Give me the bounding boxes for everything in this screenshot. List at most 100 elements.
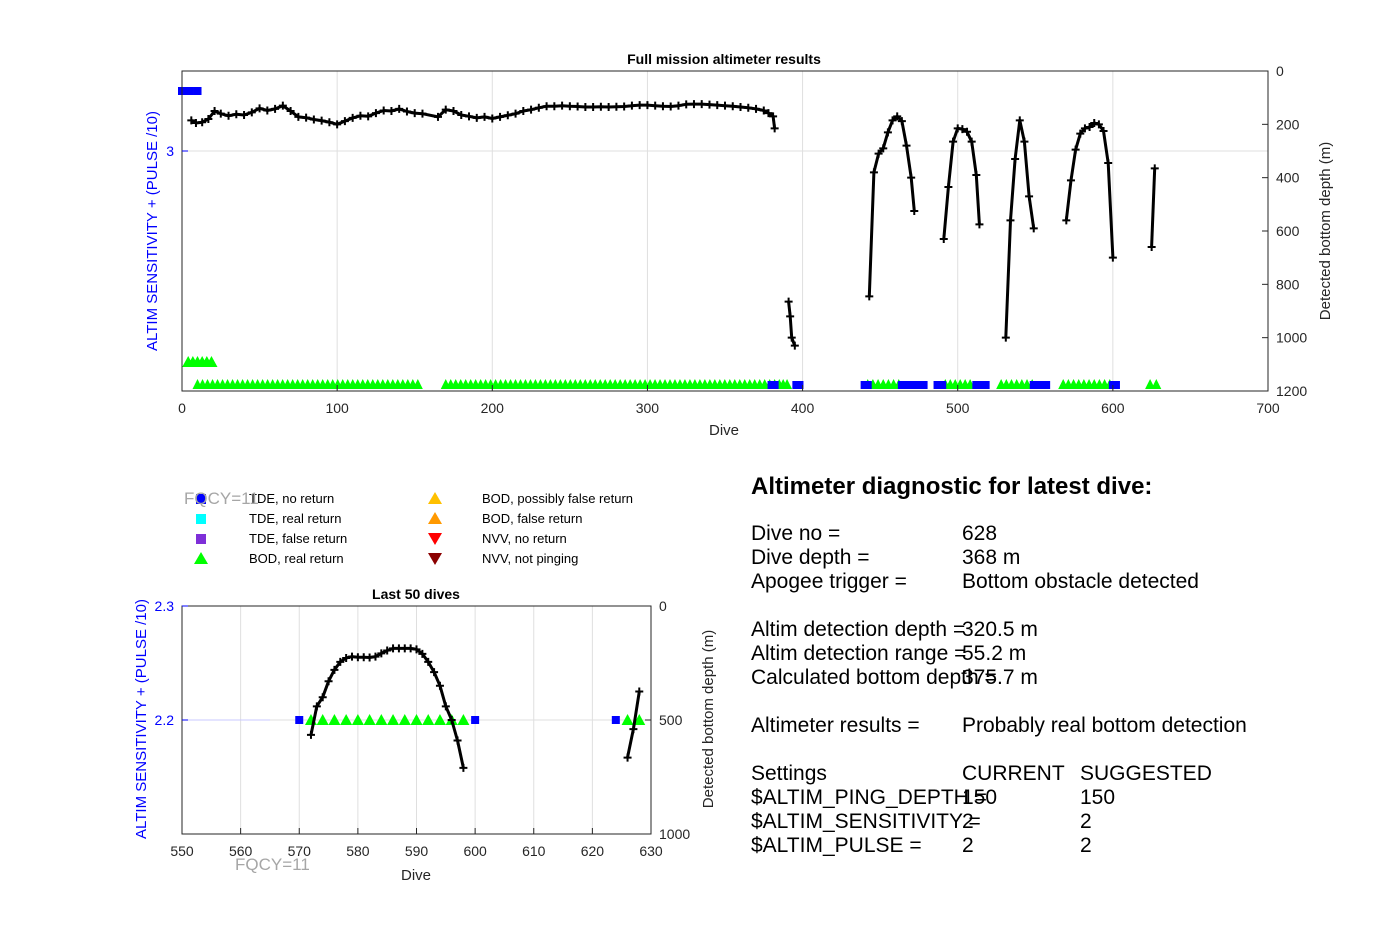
tde-no-return-marker xyxy=(471,716,480,724)
depth-point xyxy=(255,104,264,113)
x-tick-label: 400 xyxy=(791,400,815,416)
top-marker-ranges xyxy=(192,379,1162,389)
top-x-ticks: 0 100 200 300 400 500 600 700 xyxy=(178,385,1280,416)
bod-real-return-marker xyxy=(375,714,388,725)
bottom-markers xyxy=(295,714,646,725)
y-right-tick-label: 0 xyxy=(659,598,667,614)
depth-point xyxy=(658,102,667,111)
depth-point xyxy=(379,106,388,115)
y-right-tick-label: 800 xyxy=(1276,276,1300,292)
depth-point xyxy=(527,105,536,114)
depth-point xyxy=(278,101,287,110)
y-right-tick-label: 1000 xyxy=(659,826,690,842)
depth-point xyxy=(1150,164,1159,173)
legend-marker-square xyxy=(196,494,206,504)
depth-point xyxy=(312,702,321,711)
depth-point xyxy=(612,102,621,111)
depth-point xyxy=(465,112,474,121)
depth-point xyxy=(371,109,380,118)
depth-line xyxy=(787,301,797,347)
depth-point xyxy=(682,100,691,109)
bod-real-return-marker-run xyxy=(192,379,423,389)
diag-label-bottom-depth: Calculated bottom depth = xyxy=(751,666,997,689)
depth-point xyxy=(424,657,433,666)
depth-point xyxy=(697,100,706,109)
depth-point xyxy=(1090,119,1099,127)
diag-label-detection-range: Altim detection range = xyxy=(751,642,966,665)
x-tick-label: 590 xyxy=(405,843,429,859)
depth-point xyxy=(441,702,450,711)
depth-point xyxy=(721,101,729,110)
tde-no-return-marker-run xyxy=(972,381,990,389)
tde-no-return-marker-run xyxy=(1108,381,1120,389)
depth-point xyxy=(377,649,386,658)
last-50-dives-chart: 550 560 570 580 590 600 610 620 630 2.2 2.3 0 500 1… xyxy=(133,586,717,884)
bottom-y-right-ticks: 0 500 1000 xyxy=(645,598,690,842)
setting-sensitivity-current: 2 xyxy=(962,810,974,833)
top-x-label: Dive xyxy=(709,422,739,439)
bod-real-return-marker-run xyxy=(1145,379,1162,389)
diag-label-dive-no: Dive no = xyxy=(751,522,840,545)
bod-real-return-marker xyxy=(387,714,400,725)
depth-point xyxy=(949,137,958,146)
depth-point xyxy=(318,693,327,702)
depth-point xyxy=(759,106,768,115)
depth-point xyxy=(1085,123,1094,131)
diag-value-detection-range: 55.2 m xyxy=(962,642,1026,665)
top-plot-area xyxy=(182,71,1268,391)
bottom-x-ticks: 550 560 570 580 590 600 610 620 630 xyxy=(170,828,663,859)
y-right-tick-label: 500 xyxy=(659,712,683,728)
depth-point xyxy=(317,116,326,125)
x-tick-label: 570 xyxy=(288,843,312,859)
depth-point xyxy=(410,109,419,118)
depth-point xyxy=(651,101,660,110)
depth-point xyxy=(764,109,773,118)
bod-real-return-cluster xyxy=(182,356,218,367)
x-tick-label: 500 xyxy=(946,400,970,416)
settings-header-label: Settings xyxy=(751,762,827,785)
y-left-tick-label: 2.3 xyxy=(155,598,175,614)
y-right-tick-label: 1000 xyxy=(1276,330,1307,346)
depth-point xyxy=(784,297,793,306)
depth-point xyxy=(604,103,613,111)
depth-point xyxy=(232,110,241,119)
depth-point xyxy=(364,112,373,121)
depth-point xyxy=(769,112,778,121)
bod-real-return-marker-run xyxy=(440,379,780,389)
depth-point xyxy=(944,183,953,191)
depth-point xyxy=(263,106,272,115)
tde-no-return-marker xyxy=(193,87,202,95)
depth-point xyxy=(418,109,427,118)
legend-label: BOD, real return xyxy=(249,551,344,566)
depth-point xyxy=(689,100,698,109)
y-left-tick-label: 3 xyxy=(166,143,174,159)
diag-label-detection-depth: Altim detection depth = xyxy=(751,618,965,641)
diag-value-dive-no: 628 xyxy=(962,522,997,545)
depth-point xyxy=(224,111,233,120)
x-tick-label: 560 xyxy=(229,843,253,859)
depth-point xyxy=(963,127,972,136)
bod-real-return-marker xyxy=(363,714,376,725)
bod-real-return-marker xyxy=(340,714,353,725)
depth-point xyxy=(902,141,911,150)
depth-point xyxy=(620,102,629,111)
depth-point xyxy=(596,102,605,111)
depth-point xyxy=(1071,145,1080,154)
tde-no-return-marker xyxy=(611,716,620,724)
settings-header-suggested: SUGGESTED xyxy=(1080,762,1212,785)
depth-point xyxy=(752,104,761,113)
depth-point xyxy=(573,102,582,111)
legend-label: TDE, no return xyxy=(249,491,334,506)
depth-point xyxy=(330,665,339,674)
depth-point xyxy=(1104,159,1113,167)
bod-real-return-marker xyxy=(433,714,446,725)
bottom-chart-title: Last 50 dives xyxy=(372,586,460,602)
depth-point xyxy=(488,114,497,123)
bod-real-return-marker xyxy=(398,714,411,725)
depth-point xyxy=(1108,253,1117,262)
setting-ping-depth-label: $ALTIM_PING_DEPTH = xyxy=(751,786,987,809)
depth-point xyxy=(348,113,357,122)
depth-point xyxy=(453,736,462,745)
x-tick-label: 600 xyxy=(1101,400,1125,416)
